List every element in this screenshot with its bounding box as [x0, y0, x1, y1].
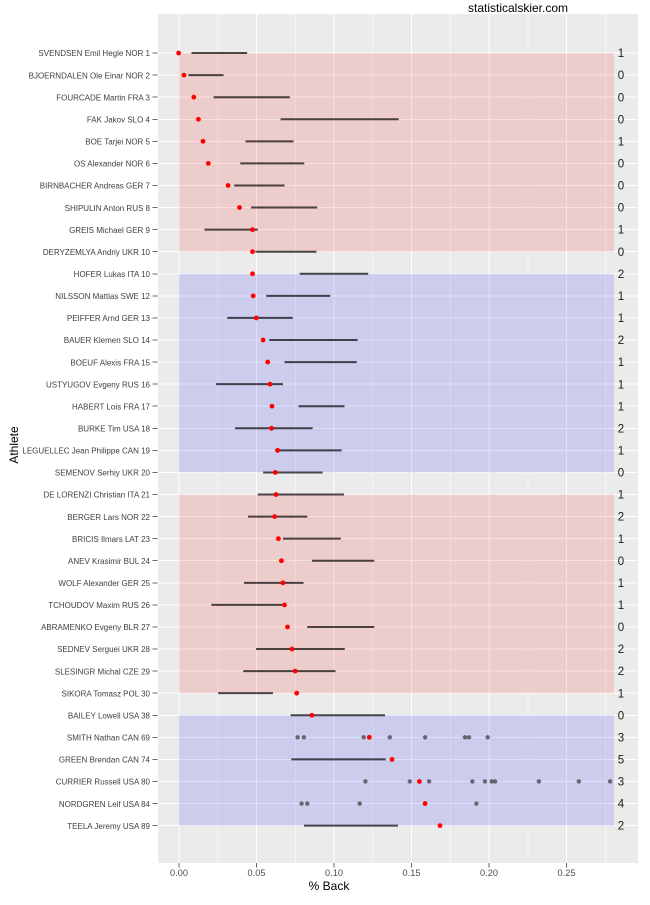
svg-text:0: 0 — [618, 159, 624, 171]
svg-text:2: 2 — [618, 335, 624, 347]
svg-text:0: 0 — [618, 468, 624, 480]
svg-text:1: 1 — [618, 401, 624, 413]
svg-text:SVENDSEN Emil Hegle NOR 1: SVENDSEN Emil Hegle NOR 1 — [38, 49, 150, 58]
svg-text:BOEUF Alexis FRA 15: BOEUF Alexis FRA 15 — [70, 358, 150, 367]
svg-text:TEELA Jeremy USA 89: TEELA Jeremy USA 89 — [67, 822, 150, 831]
svg-text:FOURCADE Martin FRA 3: FOURCADE Martin FRA 3 — [56, 93, 150, 102]
svg-text:USTYUGOV Evgeny RUS 16: USTYUGOV Evgeny RUS 16 — [46, 380, 151, 389]
svg-text:DERYZEMLYA Andriy UKR 10: DERYZEMLYA Andriy UKR 10 — [43, 248, 151, 257]
svg-text:BRICIS Ilmars LAT 23: BRICIS Ilmars LAT 23 — [72, 535, 151, 544]
svg-text:DE LORENZI Christian ITA 21: DE LORENZI Christian ITA 21 — [43, 491, 150, 500]
svg-text:1: 1 — [618, 291, 624, 303]
svg-text:0.20: 0.20 — [480, 868, 498, 878]
svg-text:PEIFFER Arnd GER 13: PEIFFER Arnd GER 13 — [67, 314, 151, 323]
svg-text:1: 1 — [618, 313, 624, 325]
svg-text:BAILEY Lowell USA 38: BAILEY Lowell USA 38 — [68, 711, 151, 720]
svg-text:GREEN Brendan CAN 74: GREEN Brendan CAN 74 — [59, 756, 151, 765]
svg-text:0: 0 — [618, 92, 624, 104]
svg-text:BIRNBACHER Andreas GER 7: BIRNBACHER Andreas GER 7 — [40, 182, 151, 191]
svg-text:LEGUELLEC Jean Philippe CAN 19: LEGUELLEC Jean Philippe CAN 19 — [22, 447, 150, 456]
svg-text:1: 1 — [618, 534, 624, 546]
svg-text:1: 1 — [618, 357, 624, 369]
svg-text:SEMENOV Serhiy UKR 20: SEMENOV Serhiy UKR 20 — [55, 469, 151, 478]
svg-text:2: 2 — [618, 423, 624, 435]
svg-text:ABRAMENKO Evgeny BLR 27: ABRAMENKO Evgeny BLR 27 — [41, 623, 150, 632]
svg-text:0: 0 — [618, 710, 624, 722]
svg-text:1: 1 — [618, 48, 624, 60]
svg-text:1: 1 — [618, 379, 624, 391]
svg-text:3: 3 — [618, 732, 624, 744]
svg-text:2: 2 — [618, 512, 624, 524]
svg-text:0.05: 0.05 — [248, 868, 266, 878]
svg-text:% Back: % Back — [309, 879, 351, 893]
svg-text:BERGER Lars NOR 22: BERGER Lars NOR 22 — [67, 513, 150, 522]
svg-text:TCHOUDOV Maxim RUS 26: TCHOUDOV Maxim RUS 26 — [48, 601, 150, 610]
svg-text:0.15: 0.15 — [403, 868, 421, 878]
svg-text:BJOERNDALEN Ole Einar NOR 2: BJOERNDALEN Ole Einar NOR 2 — [29, 71, 151, 80]
svg-text:0: 0 — [618, 203, 624, 215]
svg-text:BAUER Klemen SLO 14: BAUER Klemen SLO 14 — [64, 336, 151, 345]
svg-text:0: 0 — [618, 181, 624, 193]
svg-text:SEDNEV Serguei UKR 28: SEDNEV Serguei UKR 28 — [57, 645, 150, 654]
svg-text:ANEV Krasimir BUL 24: ANEV Krasimir BUL 24 — [68, 557, 151, 566]
svg-text:0.00: 0.00 — [170, 868, 188, 878]
svg-text:0: 0 — [618, 247, 624, 259]
svg-text:SMITH Nathan CAN 69: SMITH Nathan CAN 69 — [67, 734, 151, 743]
svg-text:NORDGREN Leif USA 84: NORDGREN Leif USA 84 — [59, 800, 151, 809]
svg-text:3: 3 — [618, 777, 624, 789]
svg-text:FAK Jakov SLO 4: FAK Jakov SLO 4 — [87, 115, 151, 124]
svg-text:0.25: 0.25 — [558, 868, 576, 878]
svg-text:1: 1 — [618, 688, 624, 700]
svg-text:0: 0 — [618, 70, 624, 82]
svg-text:1: 1 — [618, 136, 624, 148]
svg-text:BURKE Tim USA 18: BURKE Tim USA 18 — [78, 424, 151, 433]
svg-text:WOLF Alexander GER 25: WOLF Alexander GER 25 — [58, 579, 150, 588]
svg-text:SHIPULIN Anton RUS 8: SHIPULIN Anton RUS 8 — [65, 204, 151, 213]
svg-text:1: 1 — [618, 225, 624, 237]
svg-text:1: 1 — [618, 578, 624, 590]
svg-text:0: 0 — [618, 556, 624, 568]
svg-text:4: 4 — [618, 799, 625, 811]
svg-text:NILSSON Mattias SWE 12: NILSSON Mattias SWE 12 — [55, 292, 150, 301]
svg-text:CURRIER Russell USA 80: CURRIER Russell USA 80 — [56, 778, 151, 787]
svg-text:BOE Tarjei NOR 5: BOE Tarjei NOR 5 — [85, 138, 150, 147]
svg-text:statisticalskier.com: statisticalskier.com — [468, 1, 568, 15]
svg-text:1: 1 — [618, 490, 624, 502]
svg-text:HABERT Lois FRA 17: HABERT Lois FRA 17 — [72, 402, 151, 411]
svg-text:SIKORA Tomasz POL 30: SIKORA Tomasz POL 30 — [62, 689, 151, 698]
svg-text:1: 1 — [618, 600, 624, 612]
svg-text:2: 2 — [618, 666, 624, 678]
svg-text:SLESINGR Michal CZE 29: SLESINGR Michal CZE 29 — [55, 667, 151, 676]
svg-text:5: 5 — [618, 755, 624, 767]
svg-text:0: 0 — [618, 114, 624, 126]
svg-text:0: 0 — [618, 622, 624, 634]
svg-text:0.10: 0.10 — [325, 868, 343, 878]
svg-text:2: 2 — [618, 269, 624, 281]
svg-text:OS Alexander NOR 6: OS Alexander NOR 6 — [74, 160, 151, 169]
svg-text:GREIS Michael GER 9: GREIS Michael GER 9 — [69, 226, 150, 235]
svg-text:1: 1 — [618, 445, 624, 457]
svg-text:2: 2 — [618, 821, 624, 833]
svg-text:Athlete: Athlete — [7, 426, 21, 464]
svg-text:2: 2 — [618, 644, 624, 656]
svg-text:HOFER Lukas ITA 10: HOFER Lukas ITA 10 — [74, 270, 151, 279]
